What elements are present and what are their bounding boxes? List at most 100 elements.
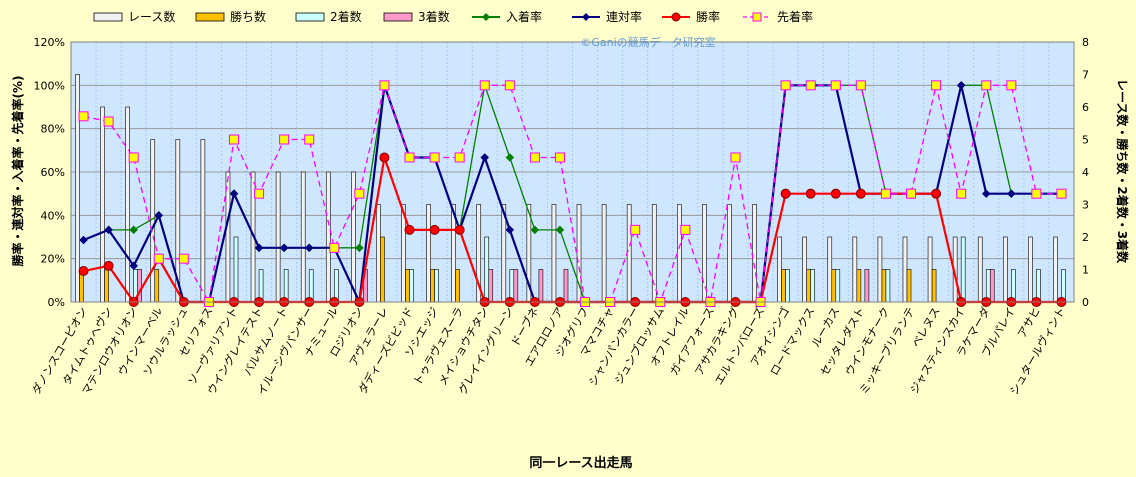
legend-swatch [195,12,225,22]
bar-2着数 [835,269,841,303]
bar-勝ち数 [405,269,410,303]
point-勝率 [404,224,415,235]
bar-レース数 [100,106,105,303]
legend-swatch [295,12,325,22]
point-先着率 [855,80,866,91]
point-連対率 [154,210,164,220]
y-tick-label-right: 4 [1082,166,1089,179]
bar-3着数 [989,269,995,303]
watermark: ©Ganiの競馬データ研究室 [580,35,715,49]
point-勝率 [103,260,114,271]
point-先着率 [1006,80,1017,91]
y-tick-label-left: 80% [41,123,65,136]
point-先着率 [805,80,816,91]
bar-レース数 [977,236,983,303]
bar-勝ち数 [931,269,937,303]
y-tick-label-right: 0 [1082,296,1089,309]
plot-border [70,41,1075,303]
point-勝率 [780,188,791,199]
point-勝率 [931,188,942,199]
bar-2着数 [885,269,891,303]
point-入着率 [555,225,565,235]
point-先着率 [304,134,315,145]
legend-marker [582,13,590,21]
point-連対率 [129,261,139,271]
bar-レース数 [125,106,130,303]
point-先着率 [956,188,967,199]
bar-3着数 [864,269,870,303]
bar-レース数 [727,204,732,303]
point-勝率 [379,152,390,163]
bar-レース数 [150,139,156,303]
bar-レース数 [1028,236,1033,303]
bar-レース数 [601,204,607,303]
point-入着率 [530,225,540,235]
point-先着率 [479,80,490,91]
legend-swatch [93,12,123,22]
bar-レース数 [1002,236,1008,303]
y-tick-label-right: 5 [1082,134,1089,147]
point-先着率 [931,80,942,91]
bar-3着数 [137,269,143,303]
y-tick-label-right: 6 [1082,101,1089,114]
y-tick-label-left: 60% [41,166,65,179]
point-連対率 [981,189,991,199]
legend-label: 連対率 [606,9,642,24]
point-先着率 [630,224,641,235]
point-先着率 [554,152,565,163]
y-axis-title-right: レース数・勝ち数・2着数・3着数 [1115,79,1130,264]
legend: レース数 勝ち数 2着数 3着数 入着率 連対率 勝率 先着率 [93,9,813,24]
bar-レース数 [551,204,557,303]
bar-レース数 [827,236,833,303]
point-先着率 [981,80,992,91]
bar-レース数 [777,236,782,303]
point-先着率 [429,152,440,163]
bar-レース数 [376,204,381,303]
bar-2着数 [484,236,490,303]
point-先着率 [529,152,540,163]
bar-2着数 [409,269,414,303]
bar-レース数 [852,236,858,303]
bar-レース数 [200,139,206,303]
bar-勝ち数 [455,269,460,303]
bar-レース数 [300,171,306,303]
point-連対率 [229,189,239,199]
legend-label: 3着数 [418,9,450,24]
bar-3着数 [538,269,544,303]
bar-レース数 [426,204,431,303]
point-連対率 [956,80,966,90]
legend-marker [482,13,490,21]
point-連対率 [505,225,515,235]
y-tick-label-right: 3 [1082,199,1089,212]
bar-2着数 [233,236,239,303]
point-連対率 [254,243,264,253]
point-先着率 [880,188,891,199]
y-tick-label-left: 20% [41,253,65,266]
point-先着率 [103,116,114,127]
point-先着率 [1056,188,1067,199]
point-先着率 [379,80,390,91]
point-先着率 [504,80,515,91]
point-先着率 [128,152,139,163]
bar-勝ち数 [881,269,887,303]
point-先着率 [906,188,917,199]
bar-レース数 [651,204,657,303]
y-tick-label-right: 1 [1082,264,1089,277]
bar-レース数 [802,236,808,303]
legend-label: レース数 [128,9,175,24]
bar-勝ち数 [380,236,385,303]
bar-レース数 [927,236,933,303]
legend-label: 勝率 [696,9,720,24]
y-tick-label-left: 40% [41,209,65,222]
point-先着率 [153,253,164,264]
point-連対率 [279,243,289,253]
point-先着率 [404,152,415,163]
point-入着率 [355,243,364,253]
bar-レース数 [275,171,281,303]
point-先着率 [454,152,465,163]
point-勝率 [78,266,89,277]
y-axis-title-left: 勝率・連対率・入着率・先着率(%) [10,76,25,267]
line-marks [78,80,1067,307]
y-tick-label-left: 0% [48,296,65,309]
